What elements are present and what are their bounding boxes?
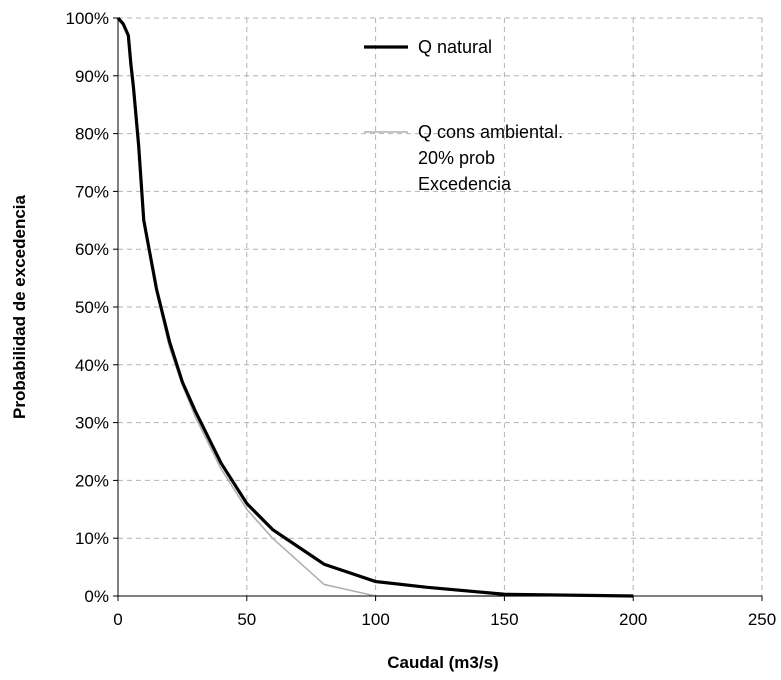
axes (117, 18, 762, 597)
ticks: 0% 10% 20% 30% 40% 50% 60% 70% 80% 90% 100% 0 50 100 1… (66, 9, 777, 629)
y-tick-label: 50% (75, 298, 109, 317)
legend-label-q-cons-ambiental: Q cons ambiental. (418, 122, 563, 142)
x-tick-label: 150 (490, 610, 518, 629)
y-tick-label: 0% (84, 587, 109, 606)
y-tick-label: 90% (75, 67, 109, 86)
y-tick-label: 60% (75, 240, 109, 259)
y-axis-title: Probabilidad de excedencia (10, 195, 29, 419)
y-tick-label: 100% (66, 9, 109, 28)
x-axis-title: Caudal (m3/s) (387, 653, 498, 672)
y-tick-label: 80% (75, 125, 109, 144)
x-tick-label: 0 (113, 610, 122, 629)
legend-label-q-cons-ambiental: Excedencia (418, 174, 512, 194)
legend: Q natural Q cons ambiental. 20% prob Excede… (364, 37, 563, 194)
legend-label-q-natural: Q natural (418, 37, 492, 57)
y-tick-label: 30% (75, 414, 109, 433)
y-tick-label: 10% (75, 529, 109, 548)
y-tick-label: 20% (75, 471, 109, 490)
legend-label-q-cons-ambiental: 20% prob (418, 148, 495, 168)
series-line-q-natural (116, 16, 634, 598)
x-tick-label: 250 (748, 610, 776, 629)
series-layer (116, 16, 634, 598)
x-tick-label: 50 (237, 610, 256, 629)
y-tick-label: 70% (75, 182, 109, 201)
y-tick-label: 40% (75, 356, 109, 375)
grid (118, 17, 763, 596)
x-tick-label: 200 (619, 610, 647, 629)
x-tick-label: 100 (361, 610, 389, 629)
